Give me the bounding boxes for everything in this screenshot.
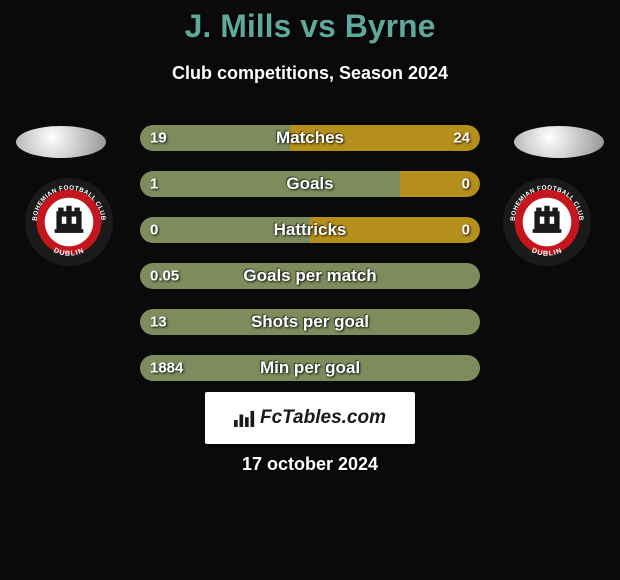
page-title: J. Mills vs Byrne <box>0 0 620 45</box>
logo-text: FcTables.com <box>260 407 386 429</box>
club-crest-right: BOHEMIAN FOOTBALL CLUB DUBLIN <box>502 177 592 267</box>
club-crest-left: BOHEMIAN FOOTBALL CLUB DUBLIN <box>24 177 114 267</box>
stat-label: Goals per match <box>140 266 480 286</box>
player-left-shadow <box>16 126 106 158</box>
stat-label: Min per goal <box>140 358 480 378</box>
stats-bars: 1924Matches 10Goals 00Hattricks 0.05Goals p… <box>140 125 480 401</box>
bar-chart-icon <box>234 409 256 427</box>
fctables-logo: FcTables.com <box>205 392 415 444</box>
date-label: 17 october 2024 <box>0 454 620 475</box>
stat-bar: 00Hattricks <box>140 217 480 243</box>
player-right-shadow <box>514 126 604 158</box>
stat-label: Shots per goal <box>140 312 480 332</box>
stat-label: Matches <box>140 128 480 148</box>
stat-bar: 0.05Goals per match <box>140 263 480 289</box>
stat-bar: 13Shots per goal <box>140 309 480 335</box>
crest-icon: BOHEMIAN FOOTBALL CLUB DUBLIN <box>24 177 114 267</box>
stat-label: Goals <box>140 174 480 194</box>
stat-bar: 1884Min per goal <box>140 355 480 381</box>
page-subtitle: Club competitions, Season 2024 <box>0 63 620 84</box>
stat-bar: 1924Matches <box>140 125 480 151</box>
crest-icon: BOHEMIAN FOOTBALL CLUB DUBLIN <box>502 177 592 267</box>
stat-label: Hattricks <box>140 220 480 240</box>
stat-bar: 10Goals <box>140 171 480 197</box>
